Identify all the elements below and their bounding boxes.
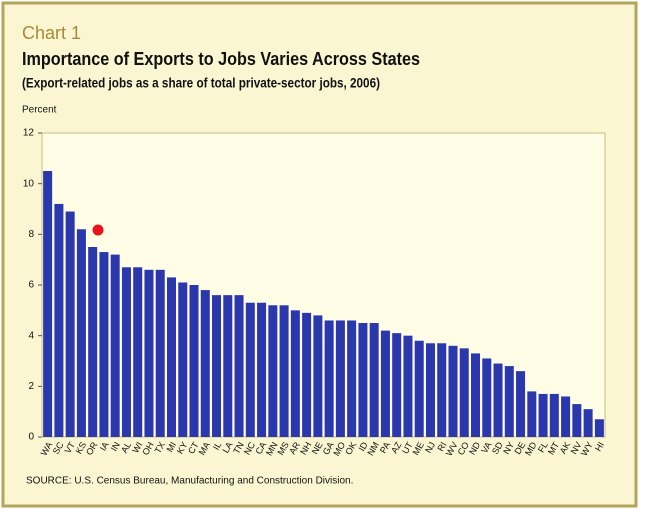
x-tick-label: WI [130,440,144,455]
bar [178,282,188,437]
x-tick-label: FL [536,440,550,454]
x-tick-label: VA [479,440,493,455]
bar [302,312,312,437]
bar [189,285,199,437]
bar [144,269,154,437]
bar [234,295,244,437]
bar [504,366,514,437]
bar [448,345,458,437]
bar [561,396,571,437]
bar [268,305,278,437]
pointer-dot [92,224,104,236]
bar [437,343,447,437]
chart-title: Importance of Exports to Jobs Varies Acr… [22,49,420,69]
bar [493,363,503,437]
x-tick-label: MI [165,440,179,454]
x-tick-label: RI [435,440,448,453]
bar [121,267,131,437]
bar [549,393,559,437]
bar [594,419,604,437]
y-tick-label: 2 [28,381,34,392]
bar [527,391,537,437]
y-axis-label: Percent [22,105,57,116]
bar [583,409,593,437]
y-tick-label: 6 [28,280,34,291]
y-tick-label: 4 [28,330,34,341]
bar [223,295,233,437]
bar [414,340,424,437]
bar [313,315,323,437]
y-tick-label: 12 [23,128,35,139]
bar [54,203,64,437]
bar [245,302,255,437]
bar [76,229,86,437]
bar [99,252,109,437]
x-tick-label: AL [119,440,133,455]
bar [133,267,143,437]
bar [43,171,53,437]
bar [257,302,267,437]
bar [155,269,165,437]
y-tick-label: 0 [28,432,34,443]
bar [88,247,98,437]
chart-label: Chart 1 [22,23,81,43]
bar [110,254,120,437]
bar [290,310,300,437]
bar [358,323,368,437]
bar [459,348,469,437]
bar [200,290,210,437]
bar [212,295,222,437]
bar [324,320,334,437]
x-tick-label: NJ [423,440,437,455]
bar [279,305,289,437]
bar [347,320,357,437]
bar [482,358,492,437]
bar [572,404,582,437]
y-tick-label: 10 [23,178,35,189]
bar [516,371,526,437]
bar [380,330,390,437]
x-tick-label: TX [153,440,167,455]
bar [425,343,435,437]
y-tick-label: 8 [28,229,34,240]
bar [471,353,481,437]
bar [538,393,548,437]
bar [335,320,345,437]
x-tick-label: IN [109,440,122,453]
bar [166,277,176,437]
x-tick-label: HI [593,440,606,453]
source: SOURCE: U.S. Census Bureau, Manufacturin… [26,476,353,487]
bar [392,333,402,437]
x-tick-label: IL [211,440,223,452]
bar [65,211,75,437]
chart-subtitle: (Export-related jobs as a share of total… [22,75,380,91]
bar [403,335,413,437]
bar [369,323,379,437]
x-tick-label: PA [378,440,392,455]
x-tick-label: LA [220,440,234,455]
